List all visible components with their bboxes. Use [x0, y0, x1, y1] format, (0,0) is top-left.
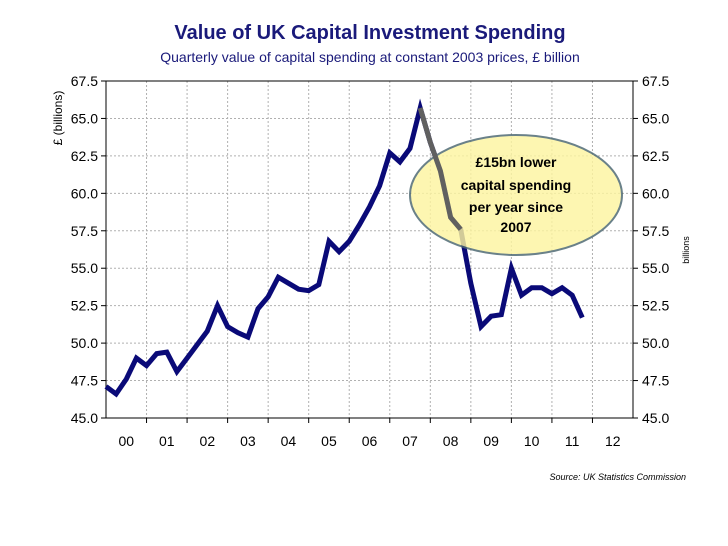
chart-subtitle: Quarterly value of capital spending at c… — [160, 49, 579, 65]
right-y-axis: 45.0 47.5 50.0 52.5 55.0 57.5 60.0 62.5 65.0 67.5 — [633, 73, 669, 426]
right-tick-label: 60.0 — [642, 185, 669, 201]
right-tick-label: 62.5 — [642, 148, 669, 164]
left-tick-label: 62.5 — [71, 148, 98, 164]
right-y-axis-label: billions — [681, 236, 691, 264]
annotation-line-1: £15bn lower — [476, 154, 557, 170]
annotation-callout: £15bn lower capital spending per year si… — [409, 134, 623, 256]
x-tick-label: 10 — [524, 433, 540, 449]
x-tick-label: 11 — [565, 433, 580, 449]
x-tick-label: 02 — [200, 433, 216, 449]
x-tick-label: 06 — [362, 433, 378, 449]
left-y-axis: 45.0 47.5 50.0 52.5 55.0 57.5 60.0 62.5 65.0 67.5 — [71, 73, 106, 426]
x-tick-label: 00 — [118, 433, 134, 449]
x-tick-label: 09 — [483, 433, 499, 449]
annotation-line-3: per year since — [469, 199, 563, 215]
annotation-line-4: 2007 — [500, 219, 531, 235]
plot-area — [105, 80, 634, 419]
right-tick-label: 50.0 — [642, 335, 669, 351]
right-tick-label: 55.0 — [642, 260, 669, 276]
right-tick-label: 45.0 — [642, 410, 669, 426]
x-tick-label: 03 — [240, 433, 256, 449]
right-tick-label: 67.5 — [642, 73, 669, 89]
left-tick-label: 50.0 — [71, 335, 98, 351]
source-note: Source: UK Statistics Commission — [549, 472, 686, 482]
x-axis: 00 01 02 03 04 05 06 07 08 09 10 11 12 — [118, 418, 621, 449]
left-tick-label: 55.0 — [71, 260, 98, 276]
series-line-capital-investment — [104, 98, 585, 398]
chart-title: Value of UK Capital Investment Spending — [174, 22, 565, 44]
x-tick-label: 12 — [605, 433, 621, 449]
left-tick-label: 57.5 — [71, 223, 98, 239]
left-tick-label: 65.0 — [71, 110, 98, 126]
right-tick-label: 57.5 — [642, 223, 669, 239]
left-tick-label: 52.5 — [71, 298, 98, 314]
x-tick-label: 08 — [443, 433, 459, 449]
left-tick-label: 47.5 — [71, 373, 98, 389]
left-tick-label: 45.0 — [71, 410, 98, 426]
decline-highlight-segment — [417, 107, 463, 231]
right-tick-label: 52.5 — [642, 298, 669, 314]
x-tick-label: 04 — [281, 433, 297, 449]
annotation-line-2: capital spending — [461, 177, 571, 193]
left-tick-label: 67.5 — [71, 73, 98, 89]
x-tick-label: 07 — [402, 433, 418, 449]
x-tick-label: 01 — [159, 433, 175, 449]
left-tick-label: 60.0 — [71, 185, 98, 201]
right-tick-label: 65.0 — [642, 110, 669, 126]
right-tick-label: 47.5 — [642, 373, 669, 389]
x-tick-label: 05 — [321, 433, 337, 449]
annotation-ellipse — [409, 134, 623, 256]
y-axis-label: £ (billions) — [51, 91, 65, 146]
